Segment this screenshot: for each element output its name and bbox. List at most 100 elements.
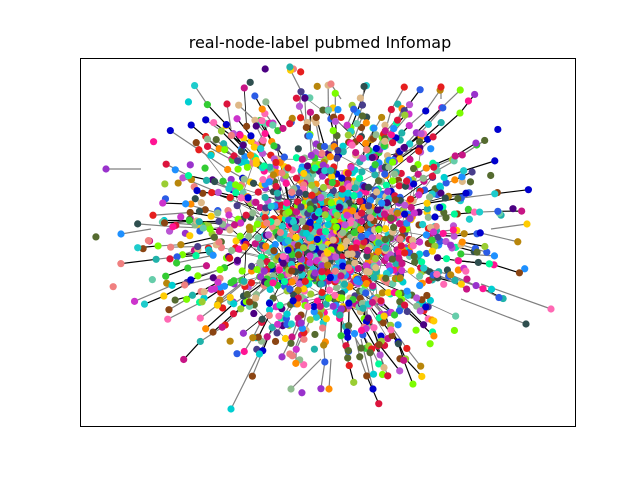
node bbox=[152, 255, 160, 263]
node bbox=[394, 100, 402, 108]
node bbox=[344, 189, 352, 197]
node bbox=[375, 239, 383, 247]
node bbox=[265, 178, 273, 186]
node bbox=[249, 179, 258, 187]
node bbox=[297, 68, 305, 76]
node bbox=[406, 140, 414, 148]
node bbox=[292, 345, 300, 353]
node bbox=[348, 250, 356, 258]
node bbox=[222, 121, 230, 129]
node bbox=[494, 125, 502, 134]
node bbox=[381, 170, 389, 178]
node bbox=[202, 325, 210, 333]
node bbox=[436, 182, 444, 190]
node bbox=[300, 335, 308, 343]
node bbox=[279, 124, 287, 133]
node bbox=[247, 132, 255, 140]
node bbox=[297, 203, 305, 211]
node bbox=[305, 132, 314, 140]
node bbox=[178, 251, 187, 259]
node bbox=[250, 309, 258, 318]
node bbox=[169, 223, 177, 231]
node bbox=[319, 106, 327, 114]
node bbox=[207, 151, 215, 159]
node bbox=[202, 176, 211, 185]
node bbox=[389, 177, 397, 185]
node bbox=[338, 294, 346, 302]
node bbox=[292, 359, 300, 367]
node bbox=[215, 217, 223, 225]
node bbox=[159, 199, 167, 207]
node bbox=[245, 232, 253, 240]
node bbox=[252, 294, 260, 302]
node bbox=[273, 218, 281, 227]
node bbox=[426, 296, 435, 305]
edge bbox=[408, 110, 427, 127]
node bbox=[301, 94, 309, 102]
node bbox=[233, 350, 241, 358]
node bbox=[369, 370, 378, 378]
edge bbox=[183, 341, 201, 360]
node bbox=[271, 240, 279, 249]
node bbox=[495, 293, 503, 302]
node bbox=[344, 346, 352, 355]
node bbox=[194, 242, 202, 251]
node bbox=[328, 178, 336, 187]
node bbox=[232, 188, 240, 197]
node bbox=[208, 188, 216, 197]
node bbox=[521, 265, 529, 273]
node bbox=[368, 298, 376, 307]
node bbox=[491, 157, 499, 165]
node bbox=[209, 274, 217, 282]
node bbox=[191, 195, 199, 203]
node bbox=[353, 119, 361, 128]
node bbox=[240, 243, 249, 251]
node bbox=[547, 305, 555, 313]
node bbox=[420, 321, 428, 329]
node bbox=[363, 146, 371, 154]
node bbox=[406, 195, 415, 203]
node bbox=[228, 246, 236, 255]
node bbox=[297, 319, 305, 327]
node bbox=[326, 167, 335, 175]
node bbox=[257, 260, 265, 268]
node bbox=[401, 210, 409, 218]
node bbox=[454, 266, 462, 274]
node bbox=[401, 111, 409, 119]
node bbox=[92, 233, 100, 241]
node bbox=[358, 168, 366, 176]
node bbox=[409, 380, 417, 388]
edge bbox=[180, 236, 215, 246]
node bbox=[366, 349, 374, 357]
node bbox=[237, 305, 245, 313]
edge bbox=[198, 149, 229, 170]
node bbox=[102, 165, 110, 173]
node bbox=[315, 207, 323, 216]
node bbox=[164, 315, 172, 323]
node bbox=[187, 276, 195, 284]
node bbox=[449, 226, 457, 234]
node bbox=[276, 235, 284, 243]
node bbox=[338, 185, 346, 193]
node bbox=[288, 188, 296, 196]
node bbox=[377, 332, 385, 340]
node bbox=[180, 355, 188, 364]
node bbox=[211, 177, 219, 186]
node bbox=[298, 389, 306, 397]
node bbox=[306, 316, 314, 324]
node bbox=[263, 333, 271, 341]
node bbox=[380, 210, 389, 218]
node bbox=[345, 361, 353, 370]
node bbox=[246, 78, 254, 86]
node bbox=[396, 274, 404, 282]
node bbox=[334, 146, 342, 155]
node bbox=[350, 329, 359, 338]
node bbox=[240, 347, 248, 356]
node bbox=[350, 105, 358, 113]
node bbox=[400, 143, 409, 152]
node bbox=[292, 174, 301, 182]
node bbox=[382, 274, 390, 282]
node bbox=[476, 229, 484, 237]
node bbox=[201, 164, 209, 172]
node bbox=[240, 277, 248, 285]
